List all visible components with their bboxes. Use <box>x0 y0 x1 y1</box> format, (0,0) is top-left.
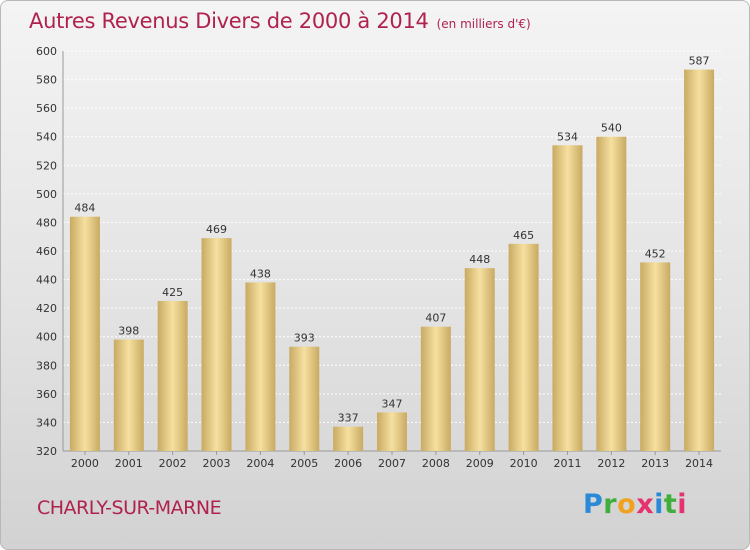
y-tick-label: 420 <box>36 302 57 315</box>
logo-letter: i <box>654 489 664 520</box>
y-tick-label: 520 <box>36 159 57 172</box>
bar <box>596 136 627 451</box>
value-label: 448 <box>469 253 490 266</box>
logo-letter: P <box>583 489 604 520</box>
value-label: 540 <box>601 122 622 135</box>
value-label: 425 <box>162 286 183 299</box>
x-tick-label: 2007 <box>378 457 406 470</box>
labels: 320 340 360 380 400 420 440 460 480 500 520 540 560 5… <box>36 45 713 470</box>
bar <box>113 339 144 451</box>
value-label: 452 <box>645 247 666 260</box>
value-label: 398 <box>118 325 139 338</box>
bar <box>552 145 583 452</box>
value-label: 465 <box>513 229 534 242</box>
y-tick-label: 340 <box>36 416 57 429</box>
x-tick-label: 2002 <box>159 457 187 470</box>
value-label: 534 <box>557 130 578 143</box>
x-tick-label: 2006 <box>334 457 362 470</box>
x-tick-label: 2013 <box>641 457 669 470</box>
bar <box>420 326 451 451</box>
logo-letter: i <box>677 489 688 520</box>
bar <box>464 268 495 451</box>
bar <box>684 69 715 452</box>
value-label: 407 <box>425 312 446 325</box>
bars <box>69 69 715 452</box>
logo-letter: o <box>617 489 637 520</box>
value-label: 337 <box>338 412 359 425</box>
x-tick-label: 2014 <box>685 457 713 470</box>
bar <box>157 301 188 451</box>
x-tick-label: 2008 <box>422 457 450 470</box>
bar <box>289 346 320 451</box>
y-tick-label: 580 <box>36 74 57 87</box>
chart-title-text: Autres Revenus Divers de 2000 à 2014 <box>29 9 429 33</box>
y-tick-label: 320 <box>36 445 57 458</box>
y-tick-label: 380 <box>36 359 57 372</box>
x-tick-label: 2000 <box>71 457 99 470</box>
bar <box>245 282 276 451</box>
bar <box>508 243 539 451</box>
x-tick-label: 2009 <box>466 457 494 470</box>
bar <box>640 262 671 451</box>
value-label: 587 <box>689 55 710 68</box>
proxiti-logo[interactable]: Proxiti <box>583 489 687 520</box>
y-tick-label: 480 <box>36 216 57 229</box>
value-label: 347 <box>382 397 403 410</box>
chart-title: Autres Revenus Divers de 2000 à 2014 (en … <box>29 9 531 33</box>
bar <box>201 238 232 451</box>
x-tick-label: 2001 <box>115 457 143 470</box>
city-name: CHARLY-SUR-MARNE <box>37 497 222 519</box>
x-tick-label: 2004 <box>246 457 274 470</box>
bar <box>69 216 100 451</box>
x-tick-label: 2010 <box>510 457 538 470</box>
value-label: 469 <box>206 223 227 236</box>
x-tick-label: 2012 <box>597 457 625 470</box>
x-tick-label: 2003 <box>203 457 231 470</box>
y-tick-label: 600 <box>36 45 57 58</box>
x-tick-label: 2011 <box>553 457 581 470</box>
y-tick-label: 400 <box>36 331 57 344</box>
y-tick-label: 440 <box>36 274 57 287</box>
x-tick-label: 2005 <box>290 457 318 470</box>
y-tick-label: 460 <box>36 245 57 258</box>
logo-letter: x <box>636 489 655 520</box>
y-tick-label: 500 <box>36 188 57 201</box>
bar <box>377 412 407 451</box>
value-label: 438 <box>250 267 271 280</box>
value-label: 484 <box>74 202 95 215</box>
y-tick-label: 560 <box>36 102 57 115</box>
value-label: 393 <box>294 332 315 345</box>
y-tick-label: 540 <box>36 131 57 144</box>
bar <box>333 426 364 451</box>
y-tick-label: 360 <box>36 388 57 401</box>
chart-subtitle: (en milliers d'€) <box>436 17 531 31</box>
logo-letter: t <box>663 489 678 520</box>
logo-letter: r <box>603 489 618 520</box>
